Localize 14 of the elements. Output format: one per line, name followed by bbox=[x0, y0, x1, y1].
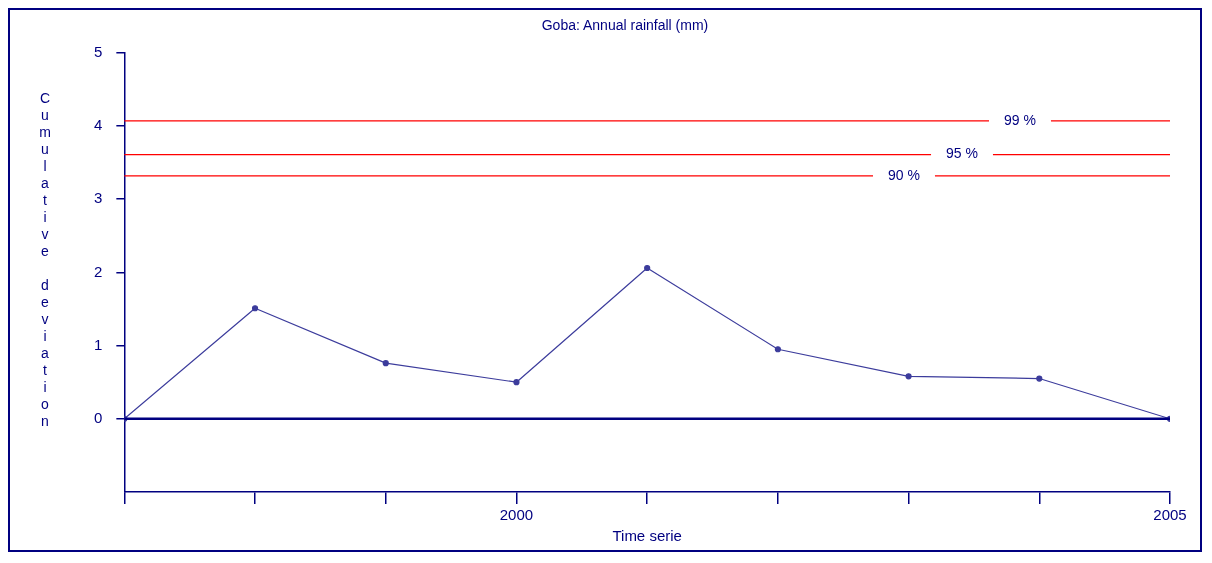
x-tick-label: 2000 bbox=[499, 506, 534, 524]
y-tick-label: 1 bbox=[94, 335, 103, 353]
annotation: 95 % bbox=[946, 145, 978, 162]
x-tick-label: 2005 bbox=[1153, 506, 1187, 524]
y-tick-label: 4 bbox=[94, 116, 103, 134]
y-tick-label: 0 bbox=[94, 408, 103, 426]
annotation: 90 % bbox=[888, 166, 920, 183]
y-tick-label: 3 bbox=[94, 189, 103, 207]
y-axis-title: Cumulative deviation bbox=[37, 90, 53, 430]
x-axis-title: Time serie bbox=[612, 527, 682, 545]
y-tick-label: 5 bbox=[94, 42, 103, 60]
annotation: 99 % bbox=[1004, 111, 1036, 128]
chart-title: Goba: Annual rainfall (mm) bbox=[541, 17, 709, 34]
y-tick-label: 2 bbox=[94, 262, 103, 280]
